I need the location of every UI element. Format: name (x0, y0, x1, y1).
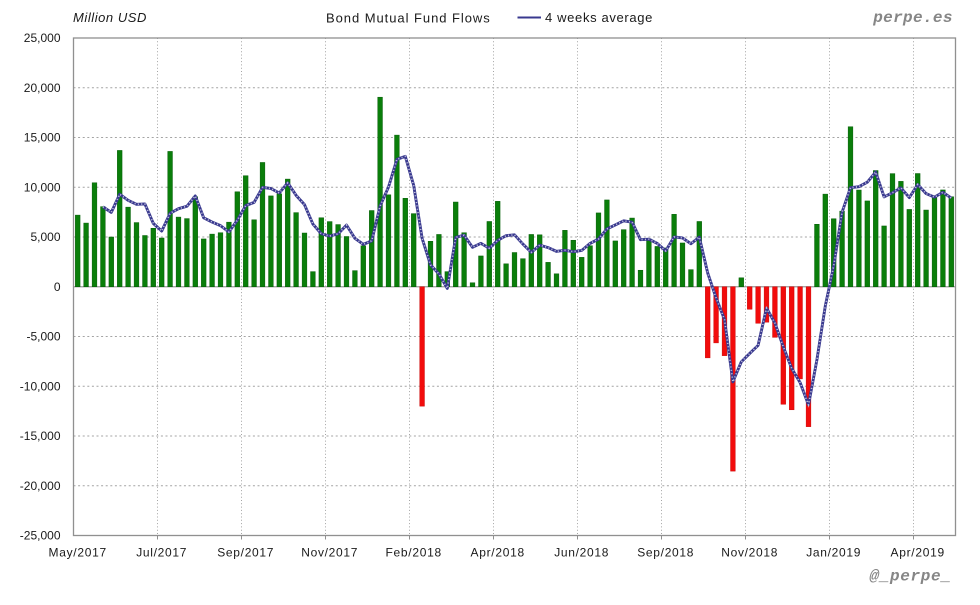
svg-text:Feb/2018: Feb/2018 (386, 546, 442, 560)
svg-text:4 weeks average: 4 weeks average (545, 10, 653, 25)
svg-text:-15,000: -15,000 (20, 429, 61, 443)
svg-text:Jun/2018: Jun/2018 (554, 546, 609, 560)
svg-text:Sep/2018: Sep/2018 (637, 546, 694, 560)
svg-text:Apr/2018: Apr/2018 (471, 546, 525, 560)
svg-text:5,000: 5,000 (30, 230, 60, 244)
svg-text:-5,000: -5,000 (26, 330, 60, 344)
svg-text:perpe.es: perpe.es (872, 9, 953, 27)
svg-text:Nov/2017: Nov/2017 (301, 546, 358, 560)
svg-text:0: 0 (54, 280, 61, 294)
svg-text:May/2017: May/2017 (49, 546, 107, 560)
svg-text:Million USD: Million USD (73, 10, 147, 25)
svg-text:Sep/2017: Sep/2017 (217, 546, 274, 560)
svg-text:Apr/2019: Apr/2019 (891, 546, 945, 560)
svg-text:Jul/2017: Jul/2017 (136, 546, 187, 560)
svg-text:Nov/2018: Nov/2018 (721, 546, 778, 560)
svg-text:-20,000: -20,000 (20, 479, 61, 493)
svg-text:10,000: 10,000 (24, 180, 61, 194)
svg-text:15,000: 15,000 (24, 131, 61, 145)
svg-text:20,000: 20,000 (24, 81, 61, 95)
svg-text:25,000: 25,000 (24, 31, 61, 45)
svg-text:-25,000: -25,000 (20, 529, 61, 543)
svg-text:Jan/2019: Jan/2019 (806, 546, 861, 560)
svg-text:-10,000: -10,000 (20, 379, 61, 393)
svg-text:@_perpe_: @_perpe_ (869, 568, 951, 586)
svg-text:Bond Mutual Fund Flows: Bond Mutual Fund Flows (326, 11, 491, 26)
